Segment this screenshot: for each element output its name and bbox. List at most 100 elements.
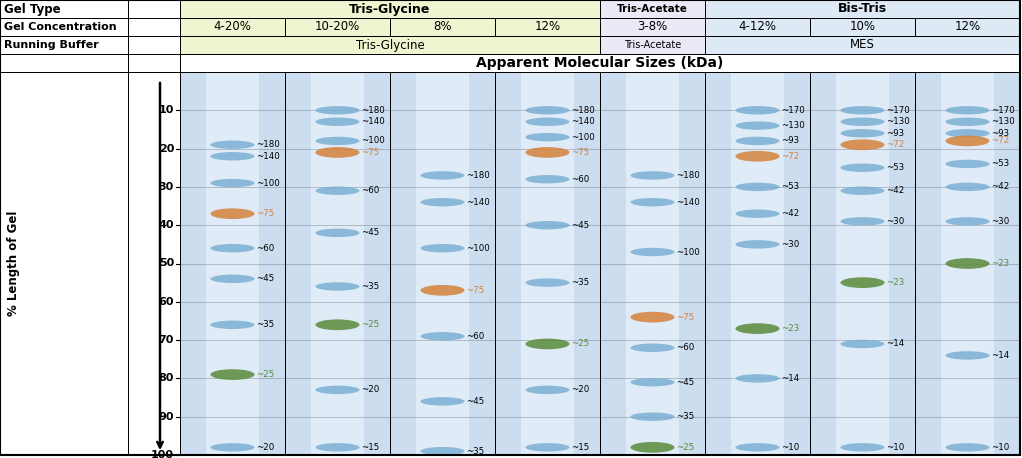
- Ellipse shape: [316, 118, 360, 126]
- Ellipse shape: [525, 338, 569, 349]
- Ellipse shape: [631, 378, 675, 387]
- Ellipse shape: [631, 413, 675, 421]
- Ellipse shape: [631, 442, 675, 453]
- Text: 3-8%: 3-8%: [638, 21, 667, 33]
- Text: ~75: ~75: [571, 148, 590, 157]
- Text: ~60: ~60: [677, 343, 695, 352]
- Bar: [180, 0, 600, 18]
- Text: ~25: ~25: [677, 443, 695, 452]
- Text: ~25: ~25: [257, 370, 275, 379]
- Text: ~60: ~60: [571, 175, 590, 184]
- Ellipse shape: [525, 118, 569, 126]
- Bar: [941, 72, 993, 455]
- Text: 100: 100: [151, 450, 174, 458]
- Text: Gel Type: Gel Type: [4, 2, 60, 16]
- Ellipse shape: [316, 319, 360, 330]
- Text: 50: 50: [158, 258, 174, 268]
- Text: ~42: ~42: [886, 186, 904, 195]
- Ellipse shape: [631, 198, 675, 207]
- Text: 4-12%: 4-12%: [739, 21, 777, 33]
- Text: ~53: ~53: [886, 163, 904, 172]
- Ellipse shape: [840, 129, 885, 137]
- Ellipse shape: [420, 198, 465, 207]
- Text: ~45: ~45: [571, 221, 590, 230]
- Text: 30: 30: [158, 182, 174, 192]
- Ellipse shape: [736, 323, 780, 334]
- Text: ~35: ~35: [571, 278, 590, 287]
- Bar: [180, 18, 285, 36]
- Text: ~53: ~53: [991, 159, 1010, 169]
- Bar: [705, 0, 1020, 18]
- Text: ~60: ~60: [257, 244, 275, 253]
- Text: 20: 20: [158, 144, 174, 153]
- Ellipse shape: [736, 240, 780, 249]
- Ellipse shape: [840, 186, 885, 195]
- Bar: [128, 18, 180, 36]
- Bar: [626, 72, 679, 455]
- Text: ~20: ~20: [257, 443, 275, 452]
- Bar: [0, 72, 128, 455]
- Ellipse shape: [736, 443, 780, 452]
- Text: ~180: ~180: [677, 171, 700, 180]
- Ellipse shape: [211, 208, 254, 219]
- Text: ~75: ~75: [257, 209, 275, 218]
- Bar: [128, 54, 180, 72]
- Bar: [180, 36, 600, 54]
- Text: Tris-Acetate: Tris-Acetate: [617, 4, 688, 14]
- Text: ~30: ~30: [782, 240, 800, 249]
- Text: ~93: ~93: [886, 129, 904, 138]
- Ellipse shape: [211, 141, 254, 149]
- Bar: [836, 72, 889, 455]
- Text: ~180: ~180: [257, 140, 280, 149]
- Ellipse shape: [840, 139, 885, 150]
- Ellipse shape: [316, 106, 360, 114]
- Text: ~72: ~72: [886, 140, 904, 149]
- Text: ~53: ~53: [782, 182, 800, 191]
- Text: Tris-Glycine: Tris-Glycine: [350, 2, 430, 16]
- Bar: [390, 72, 495, 455]
- Text: ~10: ~10: [991, 443, 1010, 452]
- Text: ~35: ~35: [677, 412, 695, 421]
- Text: ~45: ~45: [677, 378, 695, 387]
- Text: ~180: ~180: [571, 106, 595, 115]
- Text: ~20: ~20: [362, 385, 380, 394]
- Text: ~14: ~14: [782, 374, 800, 383]
- Text: 10-20%: 10-20%: [315, 21, 360, 33]
- Text: ~14: ~14: [886, 339, 904, 349]
- Ellipse shape: [525, 133, 569, 142]
- Ellipse shape: [840, 118, 885, 126]
- Ellipse shape: [840, 340, 885, 348]
- Bar: [312, 72, 364, 455]
- Bar: [495, 18, 600, 36]
- Text: ~75: ~75: [362, 148, 380, 157]
- Bar: [285, 72, 390, 455]
- Text: ~60: ~60: [467, 332, 484, 341]
- Ellipse shape: [945, 443, 989, 452]
- Ellipse shape: [736, 121, 780, 130]
- Bar: [0, 18, 128, 36]
- Ellipse shape: [945, 183, 989, 191]
- Text: ~45: ~45: [257, 274, 275, 284]
- Bar: [521, 72, 573, 455]
- Text: ~45: ~45: [467, 397, 484, 406]
- Ellipse shape: [525, 106, 569, 114]
- Ellipse shape: [420, 397, 465, 406]
- Ellipse shape: [211, 321, 254, 329]
- Bar: [128, 36, 180, 54]
- Text: ~23: ~23: [782, 324, 800, 333]
- Text: 10%: 10%: [849, 21, 876, 33]
- Text: ~170: ~170: [782, 106, 805, 115]
- Bar: [705, 72, 810, 455]
- Ellipse shape: [736, 151, 780, 162]
- Text: ~42: ~42: [782, 209, 800, 218]
- Text: 8%: 8%: [433, 21, 452, 33]
- Bar: [495, 72, 600, 455]
- Text: ~140: ~140: [571, 117, 595, 126]
- Text: ~42: ~42: [991, 182, 1010, 191]
- Ellipse shape: [211, 275, 254, 283]
- Ellipse shape: [736, 137, 780, 145]
- Text: ~93: ~93: [782, 136, 799, 146]
- Ellipse shape: [736, 209, 780, 218]
- Text: ~60: ~60: [362, 186, 380, 195]
- Text: ~130: ~130: [991, 117, 1015, 126]
